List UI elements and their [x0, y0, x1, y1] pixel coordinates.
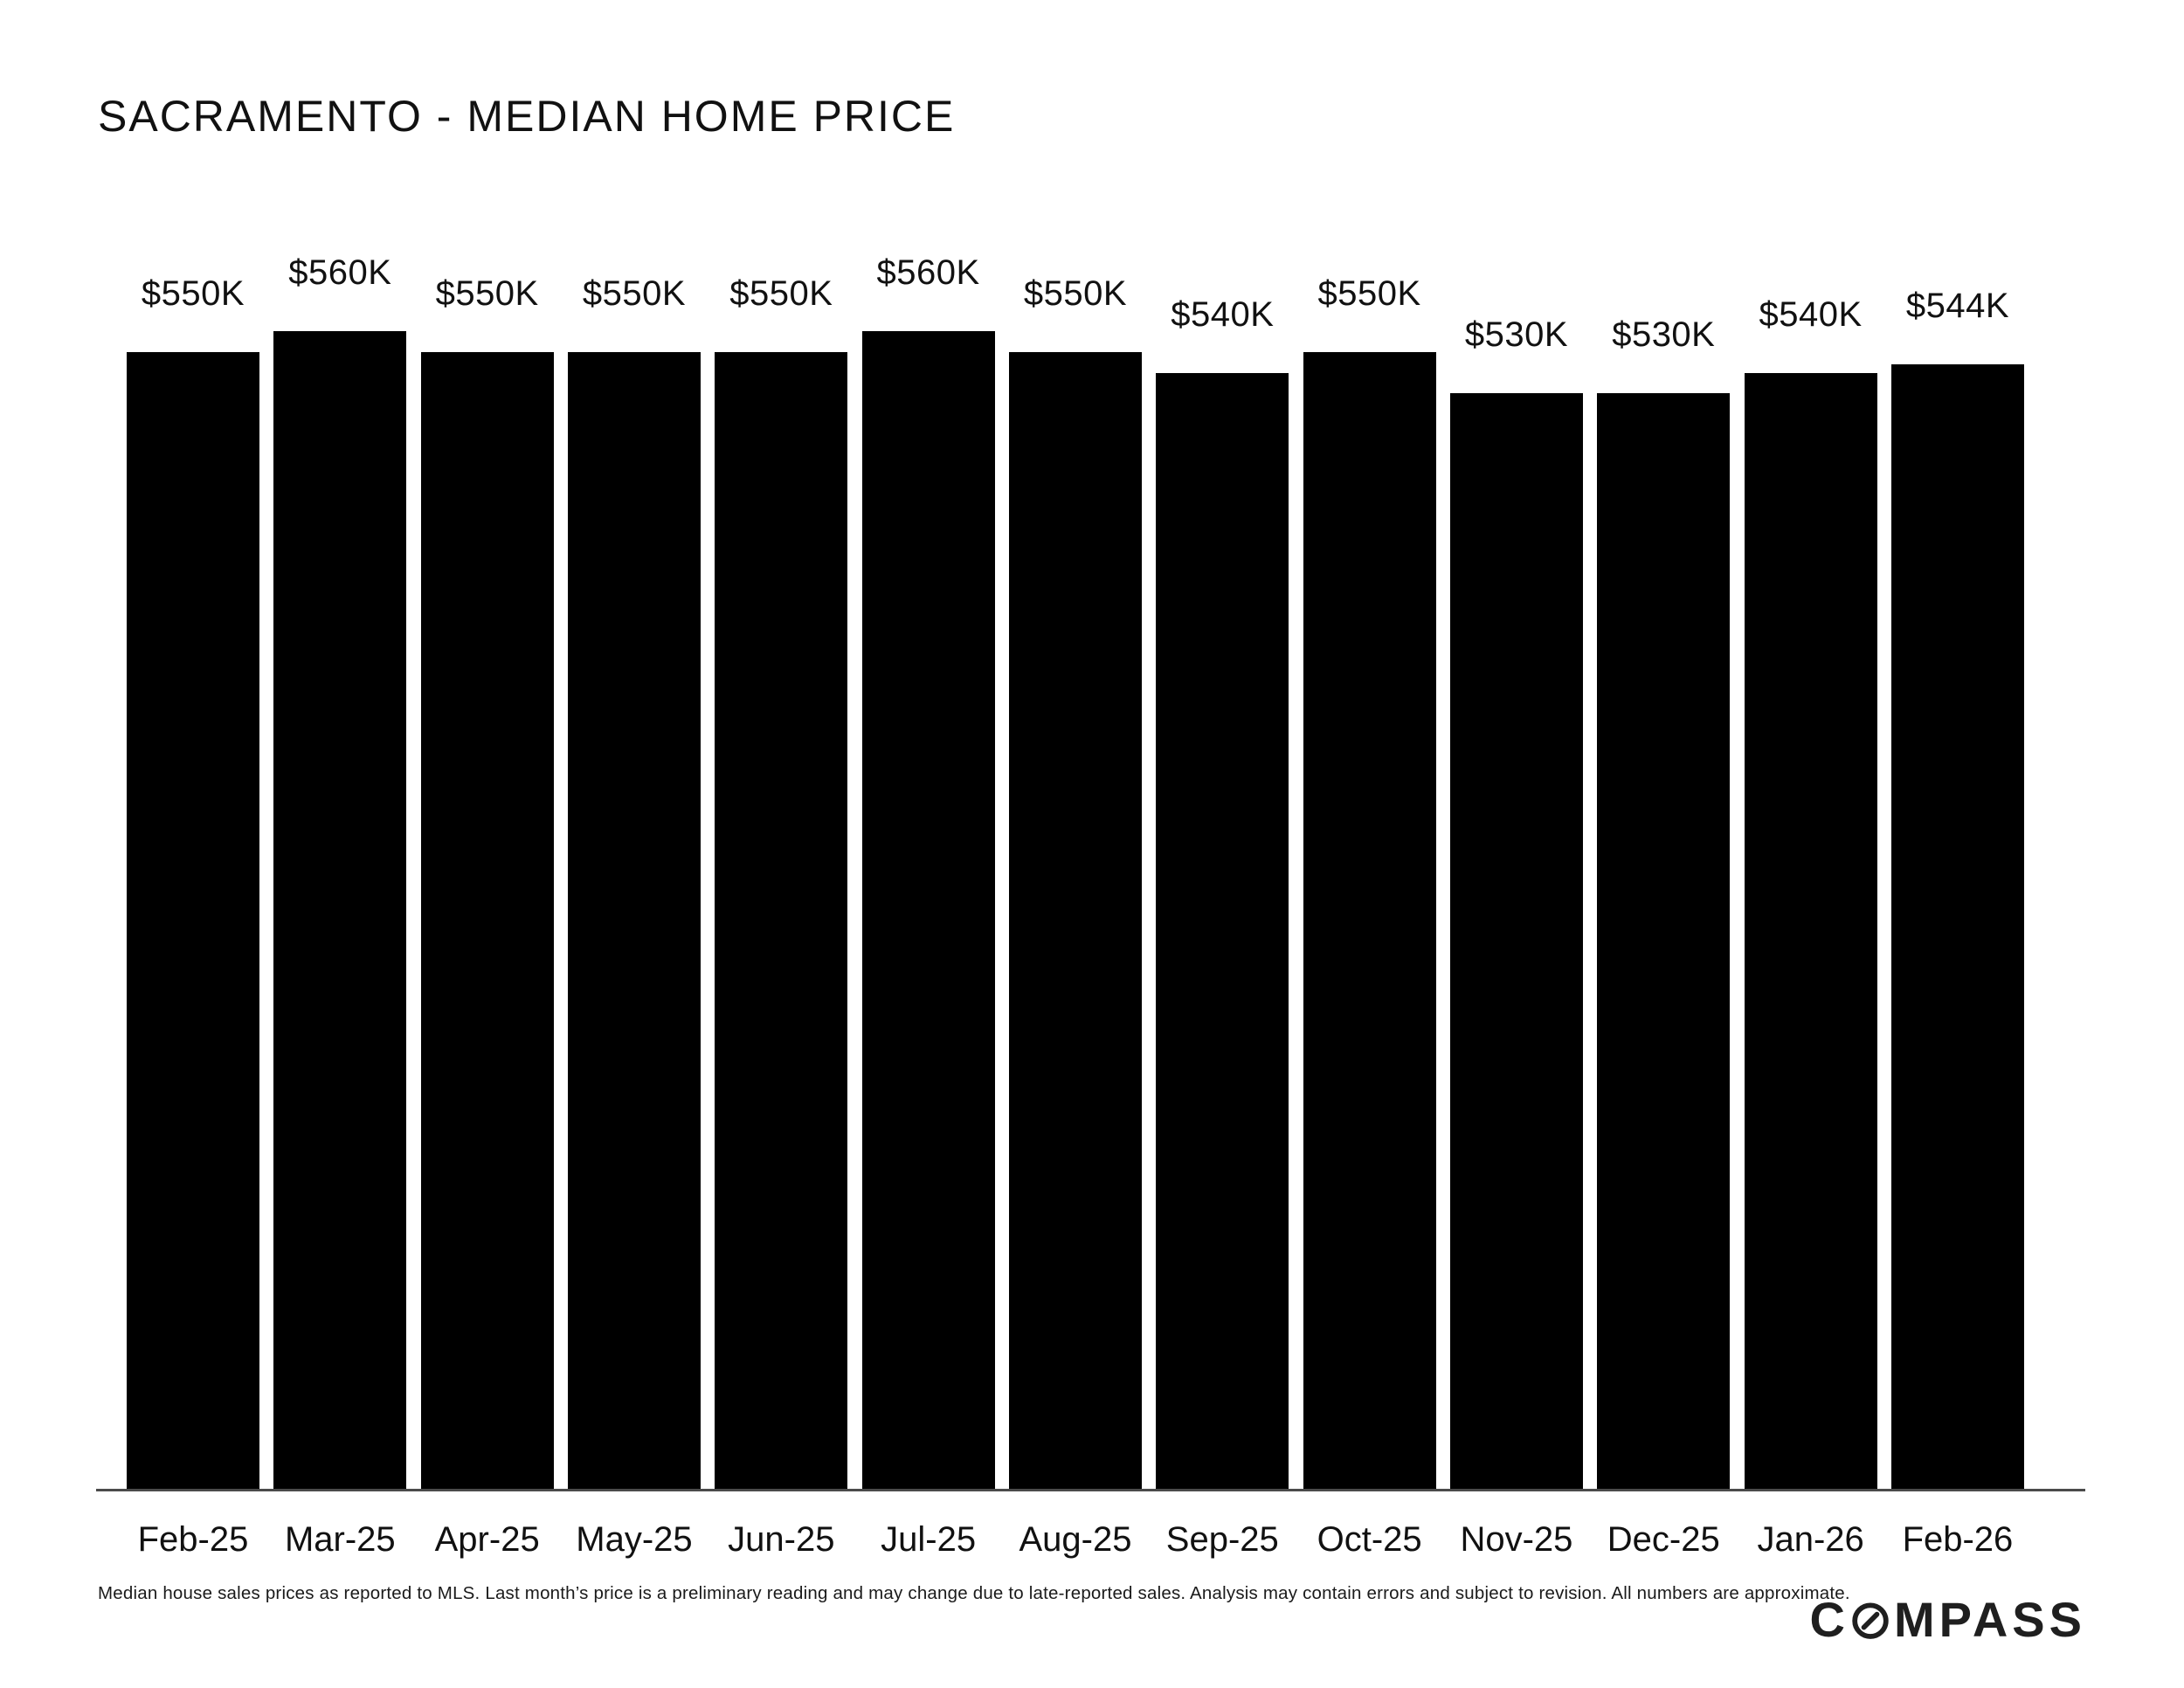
- bar-value-label: $550K: [729, 274, 833, 313]
- x-axis-tick-label: Aug-25: [1019, 1520, 1132, 1559]
- x-axis-line: [96, 1489, 2085, 1491]
- x-axis-tick-label: Jan-26: [1757, 1520, 1864, 1559]
- x-axis-tick-label: Apr-25: [434, 1520, 540, 1559]
- bar-column: $550K: [420, 218, 554, 1490]
- bar-column: $550K: [567, 218, 701, 1490]
- footnote-text: Median house sales prices as reported to…: [98, 1583, 1850, 1603]
- bar-value-label: $560K: [288, 253, 392, 292]
- bar-rect: [715, 352, 848, 1490]
- bar-column: $550K: [1008, 218, 1142, 1490]
- bar-value-label: $550K: [1023, 274, 1128, 313]
- x-axis-tick-label: Feb-25: [137, 1520, 249, 1559]
- bar-rect: [861, 331, 995, 1490]
- bar-column: $550K: [1303, 218, 1436, 1490]
- x-axis-tick-label: Mar-25: [284, 1520, 396, 1559]
- x-axis-tick-label: Feb-26: [1902, 1520, 2014, 1559]
- x-axis-labels: Feb-25 Mar-25 Apr-25 May-25 Jun-25 Jul-25 Aug-…: [127, 1520, 2024, 1560]
- bar-column: $540K: [1744, 218, 1877, 1490]
- bar-rect: [567, 352, 701, 1490]
- bar-rect: [1449, 393, 1583, 1490]
- bar-value-label: $530K: [1612, 315, 1716, 354]
- bar-rect: [1890, 364, 2024, 1490]
- bar-value-label: $530K: [1464, 315, 1569, 354]
- bar-rect: [1303, 352, 1436, 1490]
- bar-rect: [1597, 393, 1731, 1490]
- bar-column: $560K: [861, 218, 995, 1490]
- compass-logo: C MPASS: [1810, 1595, 2086, 1644]
- x-axis-tick-label: Jul-25: [881, 1520, 977, 1559]
- compass-o-icon: [1852, 1602, 1889, 1639]
- bar-rect: [1156, 373, 1289, 1490]
- x-axis-tick-label: Sep-25: [1165, 1520, 1279, 1559]
- x-axis-tick-label: Nov-25: [1460, 1520, 1573, 1559]
- bar-rect: [127, 352, 259, 1490]
- bar-column: $544K: [1890, 218, 2024, 1490]
- bar-rect: [273, 331, 407, 1490]
- bar-value-label: $550K: [582, 274, 687, 313]
- compass-logo-letters-mpass: MPASS: [1894, 1592, 2086, 1647]
- bar-value-label: $560K: [876, 253, 980, 292]
- bar-column: $550K: [715, 218, 848, 1490]
- bar-column: $530K: [1449, 218, 1583, 1490]
- bar-rect: [1744, 373, 1877, 1490]
- bar-value-label: $540K: [1171, 295, 1275, 334]
- compass-logo-letter-c: C: [1809, 1592, 1849, 1647]
- bar-column: $560K: [273, 218, 407, 1490]
- bar-value-label: $550K: [141, 274, 245, 313]
- bar-value-label: $550K: [435, 274, 539, 313]
- bar-value-label: $544K: [1905, 287, 2010, 325]
- bar-plot-area: $550K $560K $550K $550K $550K $560K $550K $540K…: [127, 218, 2024, 1490]
- chart-title: SACRAMENTO - MEDIAN HOME PRICE: [98, 92, 956, 141]
- x-axis-tick-label: May-25: [576, 1520, 693, 1559]
- x-axis-tick-label: Oct-25: [1317, 1520, 1422, 1559]
- bar-value-label: $540K: [1759, 295, 1863, 334]
- bar-column: $540K: [1156, 218, 1289, 1490]
- x-axis-tick-label: Dec-25: [1607, 1520, 1720, 1559]
- bar-column: $530K: [1597, 218, 1731, 1490]
- x-axis-tick-label: Jun-25: [728, 1520, 835, 1559]
- bar-rect: [1008, 352, 1142, 1490]
- bar-value-label: $550K: [1317, 274, 1421, 313]
- bar-column: $550K: [127, 218, 259, 1490]
- bar-rect: [420, 352, 554, 1490]
